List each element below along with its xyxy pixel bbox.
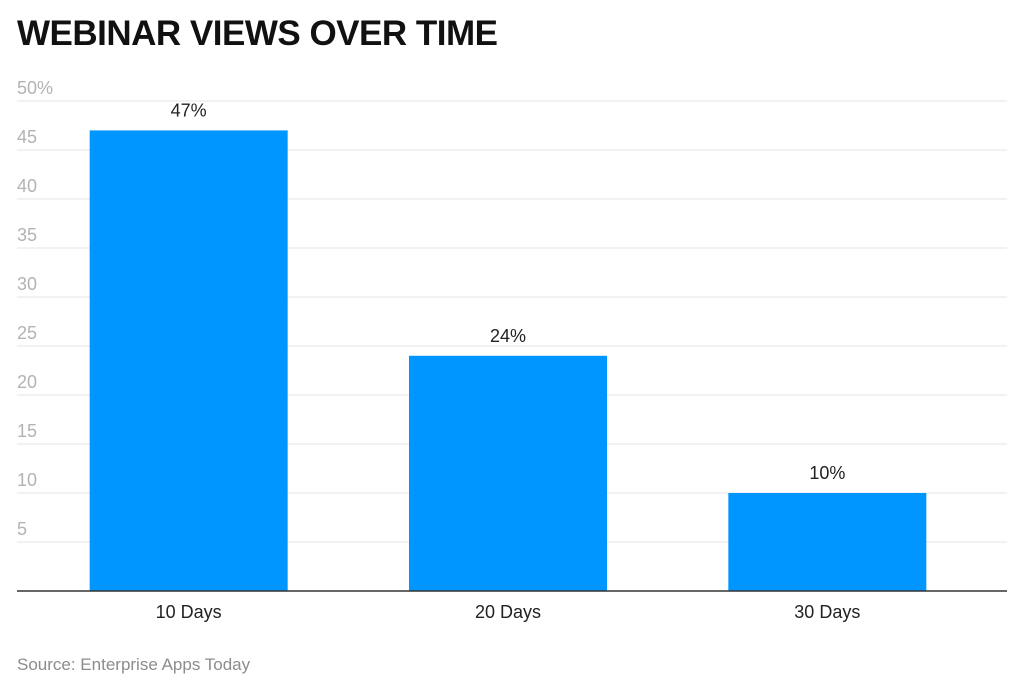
bar xyxy=(89,130,288,591)
y-tick-label: 25 xyxy=(17,323,37,343)
x-category-label: 20 Days xyxy=(475,602,541,622)
y-tick-label: 10 xyxy=(17,470,37,490)
data-labels: 47% 24% 10% xyxy=(171,100,846,483)
x-category-label: 10 Days xyxy=(156,602,222,622)
data-label: 10% xyxy=(809,463,845,483)
y-tick-label: 30 xyxy=(17,274,37,294)
y-tick-label: 5 xyxy=(17,519,27,539)
y-tick-label: 50% xyxy=(17,78,53,98)
x-category-label: 30 Days xyxy=(794,602,860,622)
chart-source: Source: Enterprise Apps Today xyxy=(17,655,251,674)
bar xyxy=(409,355,607,591)
y-tick-label: 35 xyxy=(17,225,37,245)
bars xyxy=(89,130,927,591)
x-axis-category-labels: 10 Days 20 Days 30 Days xyxy=(156,602,861,622)
y-axis-tick-labels: 50% 45 40 35 30 25 20 15 10 5 xyxy=(17,78,53,539)
y-tick-label: 45 xyxy=(17,127,37,147)
chart-title: WEBINAR VIEWS OVER TIME xyxy=(17,14,498,53)
y-tick-label: 40 xyxy=(17,176,37,196)
y-tick-label: 20 xyxy=(17,372,37,392)
data-label: 24% xyxy=(490,326,526,346)
data-label: 47% xyxy=(171,100,207,120)
bar xyxy=(728,493,927,591)
y-tick-label: 15 xyxy=(17,421,37,441)
